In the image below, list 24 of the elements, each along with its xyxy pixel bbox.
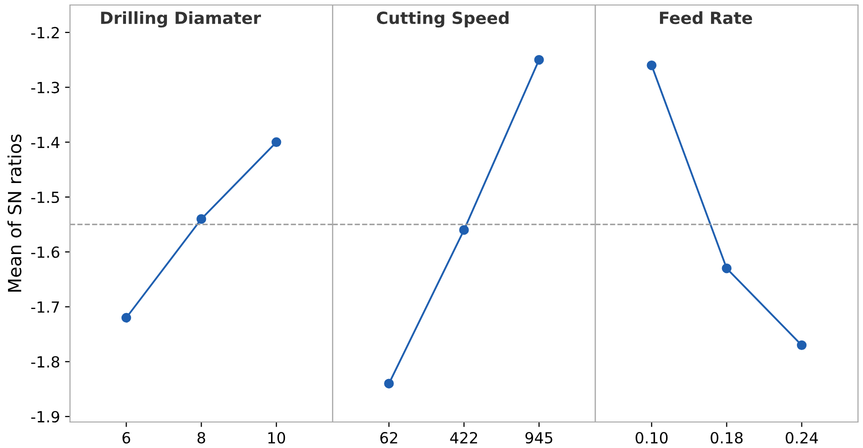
x-tick-label: 8 (198, 432, 206, 444)
y-tick-label: -1.4 (31, 136, 60, 148)
y-tick-label: -1.6 (31, 246, 60, 258)
x-tick-label: 10 (268, 432, 286, 444)
chart-title: Drilling Diamater (101, 11, 261, 28)
x-tick-label: 62 (380, 432, 398, 444)
y-tick-label: -1.9 (31, 410, 60, 423)
y-axis-title: Mean of SN ratios (7, 134, 22, 292)
x-tick-label: 0.24 (786, 432, 818, 444)
point (121, 312, 132, 323)
x-tick-label: 945 (525, 432, 552, 444)
chart-title: Feed Rate (660, 11, 752, 24)
y-tick-label: -1.5 (31, 192, 59, 204)
x-tick-label: 6 (122, 432, 130, 444)
point (196, 214, 206, 224)
y-tick-label: -1.3 (31, 82, 60, 94)
y-tick-label: -1.2 (31, 26, 59, 38)
y-tick-label: -1.7 (31, 301, 59, 313)
x-tick-label: 0.18 (710, 432, 743, 444)
y-tick-label: -1.8 (31, 356, 60, 368)
point (272, 137, 282, 148)
chart-title: Cutting Speed (376, 11, 508, 28)
x-tick-label: 0.10 (636, 432, 668, 444)
x-tick-label: 422 (450, 432, 478, 444)
